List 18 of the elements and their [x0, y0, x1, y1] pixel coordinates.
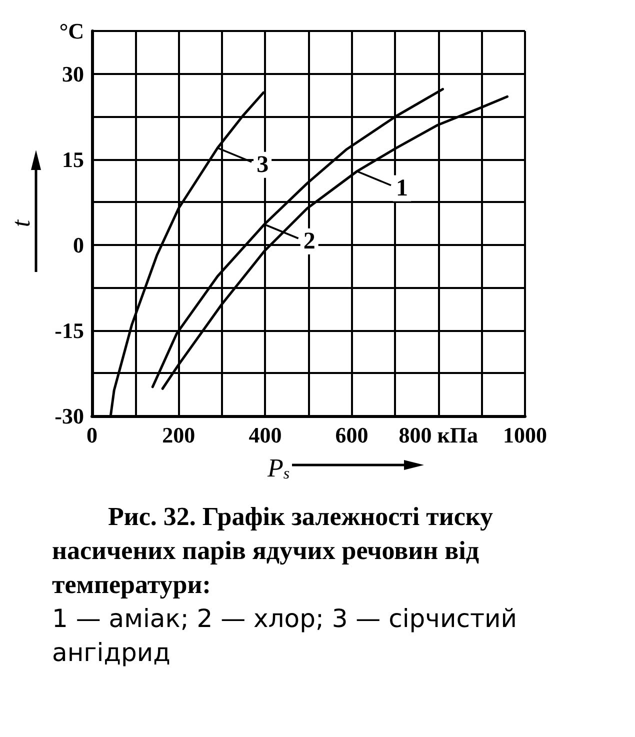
text: 1 — аміак; 2 — хлор; 3 — сірчистий ангідрид [52, 603, 518, 669]
text: Рис. 32. Графік залежності тиску насичених парів ядучих речовин від температури: [52, 501, 494, 601]
y-axis-title: t [6, 219, 36, 228]
annotation: 1 [396, 175, 408, 202]
y-tick-label: -15 [54, 318, 84, 343]
x-tick-label: 200 [162, 422, 196, 448]
y-tick-label: 30 [62, 61, 84, 86]
x-tick-label: 600 [335, 422, 368, 448]
y-tick-label: °C [59, 18, 84, 44]
x-tick-label: 1000 [503, 422, 547, 448]
y-tick-label: 0 [73, 232, 84, 258]
y-tick-label: 15 [62, 146, 84, 172]
x-axis-title: Ps [266, 454, 290, 482]
x-tick-label: 400 [248, 422, 282, 448]
x-tick-label: 800 кПа [398, 422, 478, 448]
annotation: 2 [303, 228, 316, 254]
y-tick-label: -30 [54, 404, 84, 428]
annotation: 3 [256, 152, 269, 178]
